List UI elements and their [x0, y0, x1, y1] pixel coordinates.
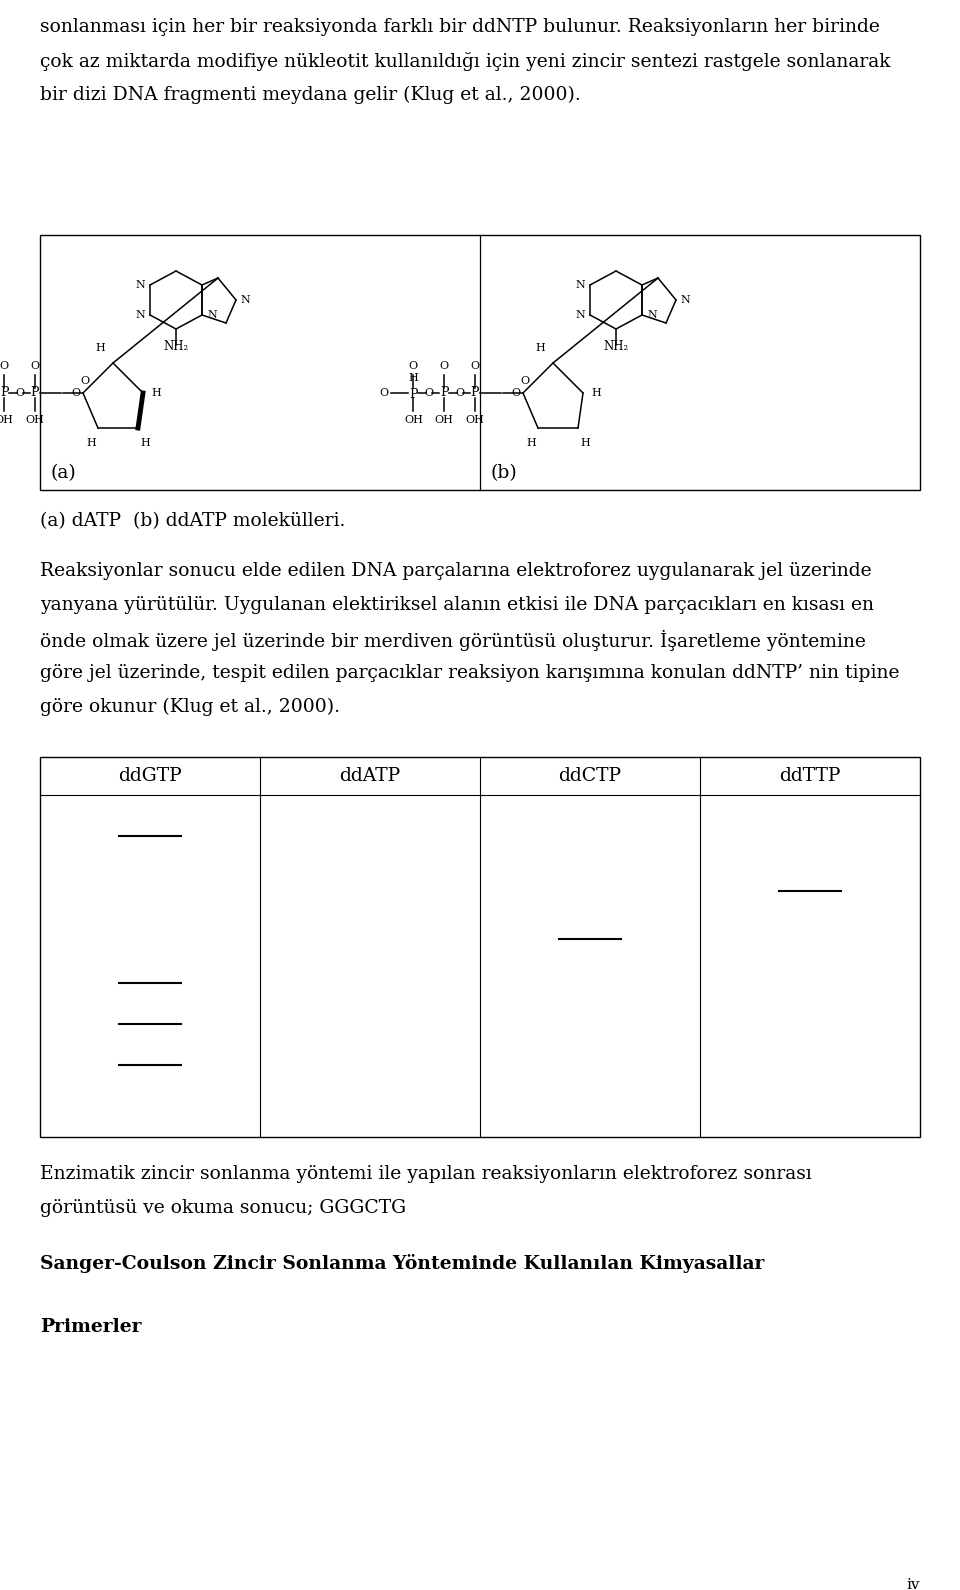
Text: OH: OH — [435, 415, 454, 425]
Text: O: O — [0, 361, 9, 370]
Text: N: N — [575, 310, 585, 320]
Text: P: P — [440, 386, 448, 399]
Text: O: O — [81, 375, 89, 386]
Text: N: N — [135, 310, 145, 320]
Bar — [40, 757, 920, 1137]
Bar — [40, 235, 920, 490]
Text: NH₂: NH₂ — [604, 340, 629, 353]
Text: H: H — [536, 343, 545, 353]
Text: ddATP: ddATP — [340, 766, 400, 785]
Text: göre okunur (Klug et al., 2000).: göre okunur (Klug et al., 2000). — [40, 698, 340, 716]
Text: ddGTP: ddGTP — [118, 766, 181, 785]
Text: NH₂: NH₂ — [163, 340, 188, 353]
Text: H: H — [140, 437, 150, 448]
Text: H: H — [151, 388, 160, 398]
Text: Enzimatik zincir sonlanma yöntemi ile yapılan reaksiyonların elektroforez sonras: Enzimatik zincir sonlanma yöntemi ile ya… — [40, 1165, 812, 1183]
Text: O: O — [409, 361, 418, 370]
Text: O: O — [379, 388, 389, 398]
Text: P: P — [409, 388, 418, 402]
Text: P: P — [470, 386, 479, 399]
Text: O: O — [31, 361, 39, 370]
Text: H: H — [95, 343, 105, 353]
Text: O: O — [455, 388, 465, 398]
Text: O: O — [520, 375, 530, 386]
Text: N: N — [680, 296, 689, 305]
Text: sonlanması için her bir reaksiyonda farklı bir ddNTP bulunur. Reaksiyonların her: sonlanması için her bir reaksiyonda fark… — [40, 17, 880, 37]
Text: Primerler: Primerler — [40, 1318, 141, 1336]
Text: O: O — [424, 388, 433, 398]
Text: P: P — [0, 386, 9, 399]
Text: (b): (b) — [490, 464, 516, 482]
Text: H: H — [86, 437, 96, 448]
Text: O: O — [15, 388, 24, 398]
Text: OH: OH — [404, 415, 422, 425]
Text: N: N — [647, 310, 657, 320]
Text: bir dizi DNA fragmenti meydana gelir (Klug et al., 2000).: bir dizi DNA fragmenti meydana gelir (Kl… — [40, 86, 581, 105]
Text: H: H — [409, 374, 419, 383]
Text: O: O — [440, 361, 448, 370]
Text: O: O — [71, 388, 80, 398]
Text: N: N — [135, 280, 145, 289]
Text: ddTTP: ddTTP — [780, 766, 841, 785]
Text: yanyana yürütülür. Uygulanan elektiriksel alanın etkisi ile DNA parçacıkları en : yanyana yürütülür. Uygulanan elektirikse… — [40, 596, 874, 614]
Text: (a) dATP  (b) ddATP molekülleri.: (a) dATP (b) ddATP molekülleri. — [40, 512, 346, 529]
Text: N: N — [575, 280, 585, 289]
Text: OH: OH — [0, 415, 13, 425]
Text: O: O — [511, 388, 520, 398]
Text: göre jel üzerinde, tespit edilen parçacıklar reaksiyon karışımına konulan ddNTP’: göre jel üzerinde, tespit edilen parçacı… — [40, 665, 900, 682]
Text: çok az miktarda modifiye nükleotit kullanıldığı için yeni zincir sentezi rastgel: çok az miktarda modifiye nükleotit kulla… — [40, 52, 891, 72]
Text: N: N — [240, 296, 250, 305]
Text: H: H — [526, 437, 536, 448]
Text: H: H — [580, 437, 589, 448]
Text: iv: iv — [906, 1577, 920, 1590]
Text: önde olmak üzere jel üzerinde bir merdiven görüntüsü oluşturur. İşaretleme yönte: önde olmak üzere jel üzerinde bir merdiv… — [40, 630, 866, 652]
Text: Reaksiyonlar sonucu elde edilen DNA parçalarına elektroforez uygulanarak jel üze: Reaksiyonlar sonucu elde edilen DNA parç… — [40, 561, 872, 580]
Text: N: N — [207, 310, 217, 320]
Text: ddCTP: ddCTP — [559, 766, 621, 785]
Text: görüntüsü ve okuma sonucu; GGGCTG: görüntüsü ve okuma sonucu; GGGCTG — [40, 1199, 406, 1216]
Text: O: O — [470, 361, 480, 370]
Text: H: H — [591, 388, 601, 398]
Text: OH: OH — [466, 415, 485, 425]
Text: OH: OH — [26, 415, 44, 425]
Text: (a): (a) — [50, 464, 76, 482]
Text: P: P — [31, 386, 39, 399]
Text: Sanger-Coulson Zincir Sonlanma Yönteminde Kullanılan Kimyasallar: Sanger-Coulson Zincir Sonlanma Yöntemind… — [40, 1255, 764, 1274]
